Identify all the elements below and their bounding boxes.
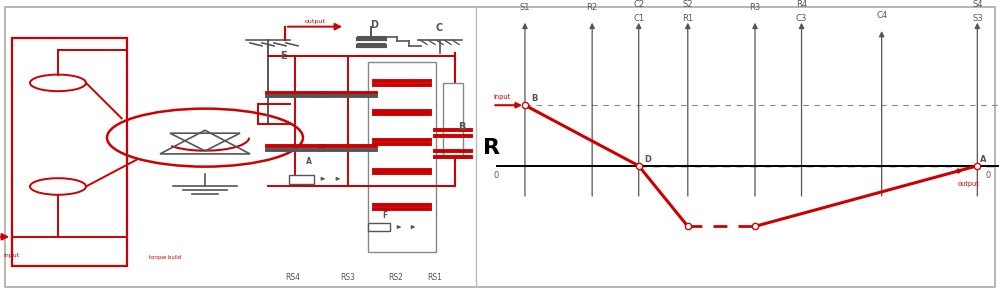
Text: B: B: [531, 94, 537, 103]
Text: RS2: RS2: [389, 273, 403, 282]
Text: RS3: RS3: [340, 273, 356, 282]
Text: A: A: [306, 157, 312, 166]
Text: R3: R3: [749, 3, 761, 12]
Text: output: output: [958, 181, 980, 187]
Text: RS4: RS4: [286, 273, 300, 282]
Text: 0: 0: [985, 171, 990, 180]
Text: C2: C2: [633, 0, 644, 9]
Text: C3: C3: [796, 14, 807, 23]
FancyBboxPatch shape: [5, 7, 995, 287]
Text: R2: R2: [587, 3, 598, 12]
Text: D: D: [370, 20, 378, 30]
Text: S4: S4: [972, 0, 983, 9]
Text: torque build: torque build: [149, 255, 181, 260]
Text: S1: S1: [520, 3, 530, 12]
Text: R1: R1: [682, 14, 693, 23]
FancyBboxPatch shape: [12, 38, 127, 266]
Text: F: F: [382, 210, 387, 220]
Text: output: output: [305, 19, 325, 24]
Text: 0: 0: [494, 171, 499, 180]
Text: input: input: [3, 252, 19, 258]
Text: input: input: [493, 94, 511, 101]
Text: A: A: [980, 155, 987, 164]
Text: C1: C1: [633, 14, 644, 23]
Text: S3: S3: [972, 14, 983, 23]
Text: C: C: [435, 23, 442, 33]
FancyBboxPatch shape: [289, 175, 314, 184]
FancyBboxPatch shape: [368, 62, 436, 252]
Text: C4: C4: [876, 11, 887, 20]
Text: R4: R4: [796, 0, 807, 9]
FancyBboxPatch shape: [443, 83, 463, 157]
Text: B: B: [458, 122, 465, 132]
Text: E: E: [280, 51, 287, 61]
Text: D: D: [645, 155, 652, 164]
Text: R: R: [483, 138, 500, 158]
Text: RS1: RS1: [428, 273, 442, 282]
FancyBboxPatch shape: [368, 223, 390, 231]
Text: S2: S2: [683, 0, 693, 9]
